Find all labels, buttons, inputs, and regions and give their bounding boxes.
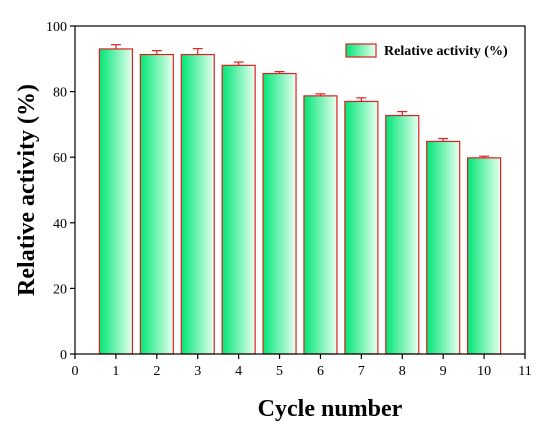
- plot-frame: [74, 25, 526, 355]
- x-tick-label: 7: [358, 364, 365, 379]
- bar-cycle-3: [180, 53, 215, 355]
- y-tick-label: 0: [60, 348, 67, 363]
- bars-layer: [98, 48, 502, 355]
- x-axis-title: Cycle number: [258, 396, 403, 422]
- x-tick-label: 3: [194, 364, 201, 379]
- x-tick-label: 5: [276, 364, 283, 379]
- bar-cycle-8: [385, 114, 420, 355]
- y-tick-label: 20: [53, 282, 67, 297]
- x-tick-label: 10: [477, 364, 491, 379]
- x-tick-label: 4: [235, 364, 242, 379]
- error-bars-layer: [110, 44, 490, 158]
- bar-cycle-4: [221, 64, 256, 355]
- x-tick-label: 9: [440, 364, 447, 379]
- bar-cycle-7: [344, 100, 379, 355]
- bar-cycle-5: [262, 72, 297, 355]
- legend-swatch: [345, 43, 377, 58]
- x-tick-label: 8: [399, 364, 406, 379]
- x-tick-label: 1: [112, 364, 119, 379]
- x-tick-label: 2: [153, 364, 160, 379]
- x-tick-label: 6: [317, 364, 324, 379]
- y-axis-title: Relative activity (%): [14, 84, 40, 296]
- y-tick-label: 100: [46, 20, 67, 35]
- bar-cycle-2: [139, 53, 174, 355]
- x-tick-label: 11: [518, 364, 531, 379]
- y-tick-label: 80: [53, 86, 67, 101]
- y-tick-label: 40: [53, 217, 67, 232]
- ticks-layer: 0 1 2 3 4 5 6 7 8 9 10 11 0 20 40 60 80 100: [46, 20, 532, 379]
- bar-cycle-9: [426, 140, 461, 355]
- y-tick-label: 60: [53, 151, 67, 166]
- legend: Relative activity (%): [345, 43, 508, 59]
- bar-cycle-1: [98, 48, 134, 355]
- x-tick-label: 0: [72, 364, 79, 379]
- bar-cycle-6: [303, 95, 338, 355]
- legend-label: Relative activity (%): [384, 44, 508, 59]
- bar-cycle-10: [466, 157, 502, 355]
